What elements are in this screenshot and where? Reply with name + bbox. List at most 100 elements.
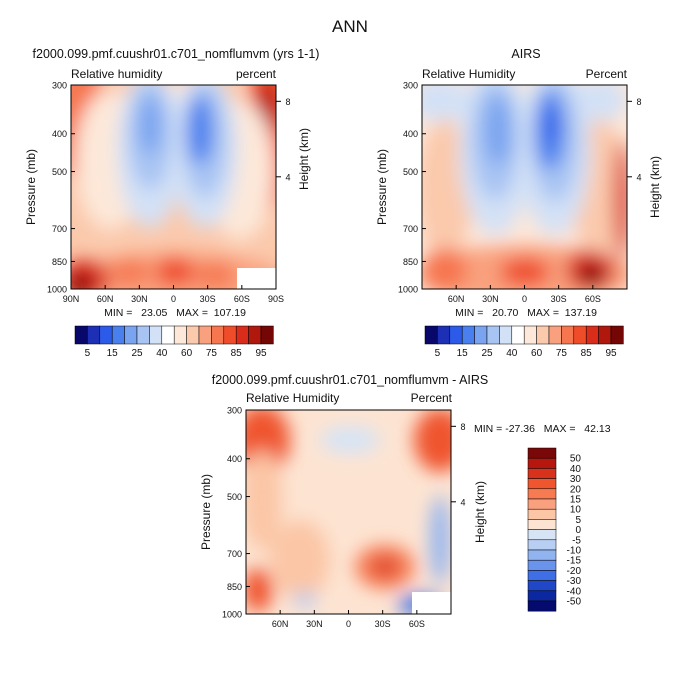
obs-field — [422, 85, 627, 289]
obs-right-label: Percent — [586, 67, 628, 81]
colorbar-swatch — [173, 325, 187, 345]
diff-min-max: MIN = -27.36 MAX = 42.13 — [474, 423, 611, 435]
diff-yticks: 300 400 500 700 850 1000 — [222, 406, 250, 620]
y2tick-label: 4 — [285, 172, 290, 182]
ytick-label: 400 — [403, 129, 418, 139]
colorbar-label: 10 — [570, 505, 582, 516]
obs-y2label: Height (km) — [648, 156, 662, 218]
colorbar-swatch — [527, 498, 557, 510]
colorbar-swatch — [527, 529, 557, 541]
xtick-label: 0 — [171, 294, 176, 304]
model-right-label: percent — [236, 67, 277, 81]
colorbar-swatch — [527, 447, 557, 459]
colorbar-swatch — [211, 325, 225, 345]
y2tick-label: 8 — [285, 97, 290, 107]
colorbar-swatch — [223, 325, 237, 345]
obs-xticks: 60N 30N 0 30S 60S — [448, 285, 601, 304]
colorbar-label: -20 — [567, 566, 582, 577]
ytick-label: 700 — [52, 224, 67, 234]
ytick-label: 300 — [227, 406, 242, 416]
colorbar-swatch — [527, 519, 557, 530]
page-title: ANN — [332, 17, 368, 36]
y2tick-label: 4 — [636, 172, 641, 182]
colorbar-swatch — [198, 325, 212, 345]
ytick-label: 300 — [52, 81, 67, 91]
diff-right-label: Percent — [411, 391, 453, 405]
ytick-label: 1000 — [47, 285, 67, 295]
obs-title: AIRS — [511, 47, 540, 61]
obs-y2ticks: 84 — [627, 97, 642, 182]
diff-xticks: 60N 30N 0 30S 60S — [272, 610, 425, 629]
colorbar-label: 15 — [570, 495, 582, 506]
colorbar-swatch — [437, 325, 451, 345]
colorbar-swatch — [527, 478, 557, 490]
colorbar-swatch — [527, 600, 557, 612]
colorbar-swatch — [499, 325, 513, 345]
xtick-label: 30S — [551, 294, 567, 304]
xtick-label: 30N — [131, 294, 148, 304]
obs-ylabel: Pressure (mb) — [375, 149, 389, 225]
ytick-label: 400 — [52, 129, 67, 139]
colorbar-label: 85 — [581, 348, 593, 359]
xtick-label: 0 — [522, 294, 527, 304]
colorbar-label: 60 — [181, 348, 193, 359]
xtick-label: 60N — [448, 294, 465, 304]
colorbar-swatch — [527, 457, 557, 469]
colorbar-label: 25 — [131, 348, 143, 359]
colorbar-swatch — [527, 468, 557, 479]
colorbar-swatch — [527, 580, 557, 592]
colorbar-swatch — [449, 325, 463, 345]
colorbar-swatch — [527, 488, 557, 500]
obs-panel: AIRS Relative Humidity Percent — [375, 47, 662, 359]
colorbar-swatch — [461, 325, 475, 345]
colorbar-swatch — [573, 325, 587, 345]
colorbar-label: 40 — [506, 348, 518, 359]
colorbar-label: 15 — [107, 348, 119, 359]
colorbar-label: -40 — [567, 586, 582, 597]
colorbar-swatch — [186, 325, 200, 345]
obs-min-max: MIN = 20.70 MAX = 137.19 — [455, 307, 597, 319]
colorbar-label: -50 — [567, 597, 582, 608]
model-field — [71, 85, 276, 289]
colorbar-label: 5 — [85, 348, 91, 359]
colorbar-swatch — [136, 325, 150, 345]
colorbar-label: 60 — [531, 348, 543, 359]
y2tick-label: 4 — [460, 497, 465, 507]
model-colorbar: 5 15 25 40 60 75 85 95 — [74, 325, 274, 359]
colorbar-swatch — [99, 325, 113, 345]
colorbar-label: 5 — [575, 515, 581, 526]
colorbar-swatch — [527, 539, 557, 551]
diff-field — [246, 410, 451, 614]
colorbar-swatch — [585, 325, 599, 345]
y2tick-label: 8 — [460, 422, 465, 432]
diff-left-label: Relative Humidity — [246, 391, 339, 405]
colorbar-label: 75 — [556, 348, 568, 359]
obs-yticks: 300 400 500 700 850 1000 — [398, 81, 426, 295]
diff-title: f2000.099.pmf.cuushr01.c701_nomflumvm - … — [212, 373, 489, 387]
colorbar-label: 95 — [255, 348, 267, 359]
diff-panel: f2000.099.pmf.cuushr01.c701_nomflumvm - … — [199, 373, 611, 629]
colorbar-label: -30 — [567, 576, 582, 587]
xtick-label: 30S — [200, 294, 216, 304]
colorbar-swatch — [248, 325, 262, 345]
model-min-max: MIN = 23.05 MAX = 107.19 — [104, 307, 246, 319]
colorbar-label: -15 — [567, 556, 582, 567]
colorbar-label: 20 — [570, 484, 582, 495]
ytick-label: 700 — [403, 224, 418, 234]
ytick-label: 1000 — [222, 610, 242, 620]
colorbar-swatch — [424, 325, 438, 345]
colorbar-label: 50 — [570, 454, 582, 465]
xtick-label: 30N — [482, 294, 499, 304]
xtick-label: 30N — [306, 619, 323, 629]
colorbar-swatch — [598, 325, 612, 345]
xtick-label: 60S — [234, 294, 250, 304]
colorbar-swatch — [527, 559, 557, 571]
ytick-label: 850 — [227, 582, 242, 592]
ytick-label: 500 — [403, 167, 418, 177]
model-panel: f2000.099.pmf.cuushr01.c701_nomflumvm (y… — [24, 47, 319, 359]
colorbar-label: 30 — [570, 474, 582, 485]
ytick-label: 500 — [227, 492, 242, 502]
ytick-label: 700 — [227, 549, 242, 559]
